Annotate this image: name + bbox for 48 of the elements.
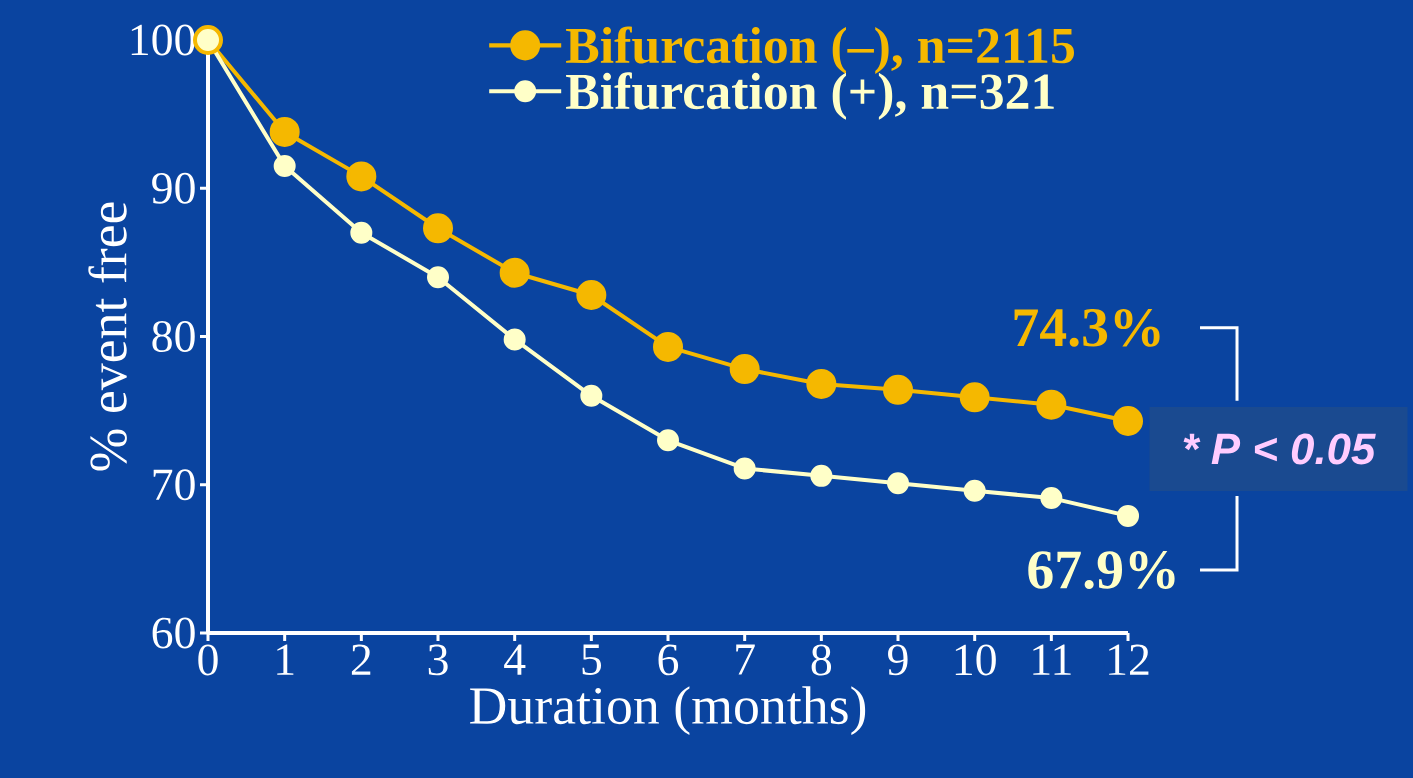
point [1036,389,1067,420]
point [653,331,684,362]
x-tick-label: 1 [277,644,294,675]
point [806,368,837,399]
x-tick-label: 12 [1109,644,1149,675]
point [729,354,760,385]
point [350,221,373,244]
point [887,472,910,495]
x-tick-label: 6 [658,644,679,676]
point [346,161,377,192]
point [1040,487,1063,510]
point [959,382,990,413]
point [580,384,603,407]
point [810,464,833,487]
x-tick-label: 3 [428,644,448,676]
point [499,257,530,288]
point [963,479,986,502]
x-axis-title: Duration (months) [470,686,866,736]
y-tick-label: 80 [152,321,195,352]
y-tick-label: 70 [153,469,195,501]
point [883,374,914,405]
x-tick-label: 7 [736,644,755,675]
y-tick-label: 100 [131,24,195,56]
point [1117,504,1140,527]
x-tick-label: 9 [888,644,908,676]
x-tick-label: 4 [504,644,526,675]
point [1113,406,1144,436]
point [269,116,300,147]
annotation: 67.9% [1028,551,1175,589]
point [503,328,526,351]
legend-label: Bifurcation (+), n=321 [566,72,1054,120]
point [273,155,296,178]
point [657,429,680,452]
y-tick-label: 60 [152,617,195,649]
x-tick-label: 11 [1033,644,1071,675]
point [427,266,449,289]
point [423,213,453,244]
annotation: 74.3% [1014,308,1160,347]
x-tick-label: 0 [198,644,218,676]
x-tick-label: 2 [351,644,371,675]
x-tick-label: 5 [582,644,602,675]
y-axis-title: % event free [88,202,127,471]
x-tick-label: 10 [955,644,996,676]
point [576,279,607,310]
x-tick-label: 8 [811,644,832,676]
text: * P < 0.05 [1183,433,1376,465]
point [733,457,756,480]
y-tick-label: 90 [152,172,195,204]
